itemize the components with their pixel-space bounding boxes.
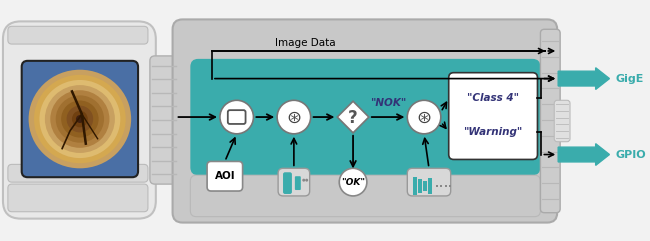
- Ellipse shape: [66, 106, 93, 133]
- Ellipse shape: [72, 111, 88, 127]
- FancyBboxPatch shape: [190, 175, 540, 217]
- FancyBboxPatch shape: [8, 164, 148, 182]
- Bar: [418, 179, 422, 193]
- FancyBboxPatch shape: [8, 26, 148, 44]
- Ellipse shape: [61, 100, 99, 138]
- FancyBboxPatch shape: [448, 73, 538, 160]
- Text: GigE: GigE: [616, 74, 644, 84]
- Text: GPIO: GPIO: [616, 149, 646, 160]
- FancyBboxPatch shape: [207, 161, 242, 191]
- Ellipse shape: [50, 90, 109, 148]
- Bar: [428, 178, 432, 194]
- Text: "Warning": "Warning": [463, 127, 523, 137]
- Circle shape: [302, 179, 305, 182]
- Text: "NOK": "NOK": [370, 98, 407, 108]
- Text: AOI: AOI: [214, 171, 235, 181]
- FancyArrow shape: [558, 144, 610, 165]
- Ellipse shape: [29, 70, 131, 168]
- FancyBboxPatch shape: [554, 100, 570, 142]
- Text: ⊛: ⊛: [417, 109, 432, 127]
- Text: ⊛: ⊛: [286, 109, 302, 127]
- FancyBboxPatch shape: [278, 168, 309, 196]
- FancyBboxPatch shape: [21, 61, 138, 177]
- Polygon shape: [337, 101, 369, 133]
- Text: ?: ?: [348, 109, 358, 127]
- Circle shape: [306, 179, 308, 182]
- Ellipse shape: [40, 80, 120, 158]
- FancyBboxPatch shape: [173, 20, 557, 223]
- Bar: [413, 177, 417, 195]
- Bar: [436, 185, 438, 187]
- Text: "Class 4": "Class 4": [467, 93, 519, 103]
- Bar: [440, 185, 442, 187]
- FancyBboxPatch shape: [150, 56, 177, 184]
- Ellipse shape: [56, 95, 104, 143]
- Circle shape: [408, 100, 441, 134]
- FancyBboxPatch shape: [408, 168, 450, 196]
- FancyBboxPatch shape: [8, 184, 148, 212]
- FancyBboxPatch shape: [227, 110, 246, 124]
- FancyArrow shape: [558, 68, 610, 89]
- Circle shape: [339, 168, 367, 196]
- Text: "OK": "OK": [341, 178, 365, 187]
- Bar: [423, 181, 427, 191]
- FancyBboxPatch shape: [540, 29, 560, 213]
- FancyBboxPatch shape: [3, 21, 156, 219]
- Bar: [448, 185, 451, 187]
- FancyBboxPatch shape: [283, 172, 292, 194]
- Circle shape: [220, 100, 254, 134]
- FancyBboxPatch shape: [295, 176, 301, 190]
- Ellipse shape: [34, 75, 125, 163]
- Bar: [445, 185, 447, 187]
- Text: Image Data: Image Data: [276, 38, 336, 48]
- FancyBboxPatch shape: [190, 59, 540, 175]
- Circle shape: [277, 100, 311, 134]
- Ellipse shape: [45, 85, 115, 153]
- Circle shape: [76, 115, 84, 123]
